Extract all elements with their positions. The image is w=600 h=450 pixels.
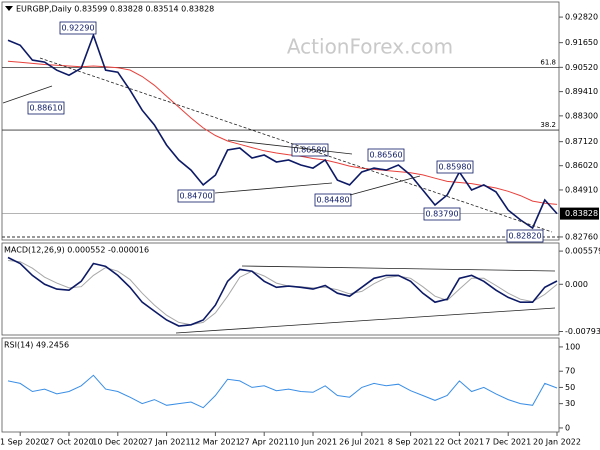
x-tick-label: 10 Jun 2021: [289, 438, 337, 447]
x-tick-label: 10 Dec 2020: [92, 438, 143, 447]
trendline: [349, 175, 421, 196]
annotation-box: [59, 21, 97, 35]
annotation: 0.84480: [316, 196, 349, 205]
x-tick-label: 7 Dec 2021: [485, 438, 531, 447]
y-tick-label: -0.007931: [565, 327, 600, 336]
y-tick-label: 0.86020: [565, 161, 598, 170]
y-tick-label: 0.82760: [565, 232, 598, 241]
x-tick-label: 27 Oct 2020: [44, 438, 93, 447]
trendline: [214, 182, 333, 194]
y-tick-label: 0: [565, 423, 570, 432]
y-tick-label: 0.92820: [565, 13, 598, 22]
series-line: [7, 260, 558, 326]
y-tick-label: 0.000: [565, 280, 588, 289]
trendline: [2, 85, 53, 104]
annotation: 0.86560: [369, 151, 402, 160]
annotation-box: [367, 148, 405, 162]
trendline: [175, 307, 556, 334]
annotation: 0.84700: [179, 192, 212, 201]
y-tick-label: 70: [565, 367, 575, 376]
y-tick-label: 0.87120: [565, 137, 598, 146]
annotation-box: [314, 193, 352, 207]
current-price-box: [560, 207, 599, 220]
trendline: [39, 57, 553, 233]
y-tick-label: 30: [565, 399, 575, 408]
panel-title: RSI(14) 49.2456: [4, 341, 69, 350]
series-line: [7, 60, 558, 205]
annotation: 0.83790: [425, 210, 458, 219]
panel-title: MACD(12,26,9) 0.000552 -0.000016: [4, 246, 149, 255]
current-price-label: 0.83828: [565, 209, 598, 218]
series-line: [7, 32, 558, 230]
panel-frame: [1, 242, 560, 336]
y-tick-label: 0.005579: [565, 247, 600, 256]
annotation: 0.85980: [438, 163, 471, 172]
panel-title: EURGBP,Daily 0.83599 0.83828 0.83514 0.8…: [16, 5, 214, 14]
panel-frame: [1, 1, 560, 241]
y-tick-label: 0.90520: [565, 63, 598, 72]
y-tick-label: 50: [565, 383, 575, 392]
symbol-icon: [5, 6, 13, 11]
annotation-box: [423, 207, 461, 221]
annotation-box: [27, 101, 65, 115]
x-tick-label: 12 Mar 2021: [190, 438, 241, 447]
level-label: 38.2: [540, 121, 556, 129]
annotation: 0.88610: [29, 104, 62, 113]
y-tick-label: 0.84910: [565, 185, 598, 194]
trendline: [241, 265, 556, 272]
y-tick-label: 100: [565, 342, 580, 351]
x-tick-label: 11 Sep 2020: [0, 438, 46, 447]
x-tick-label: 27 Jan 2021: [143, 438, 191, 447]
series-line: [7, 374, 558, 409]
x-tick-label: 20 Jan 2022: [533, 438, 581, 447]
series-line: [7, 256, 558, 327]
x-tick-label: 26 Jul 2021: [339, 438, 384, 447]
annotation-box: [436, 160, 474, 174]
level-label: 61.8: [540, 58, 556, 66]
x-tick-label: 8 Sep 2021: [388, 438, 434, 447]
x-tick-label: 27 Apr 2021: [239, 438, 288, 447]
trendlines: [2, 57, 556, 334]
watermark: ActionForex.com: [287, 35, 453, 59]
trendline: [227, 139, 353, 155]
y-tick-label: 0.89410: [565, 87, 598, 96]
x-tick-label: 22 Oct 2021: [435, 438, 484, 447]
y-tick-label: 0.91650: [565, 38, 598, 47]
annotation: 0.92290: [61, 24, 94, 33]
annotation-box: [177, 189, 215, 203]
panel-frame: [1, 337, 560, 433]
annotation: 0.82820: [508, 232, 541, 241]
y-tick-label: 0.88300: [565, 111, 598, 120]
annotation-box: [506, 229, 544, 243]
